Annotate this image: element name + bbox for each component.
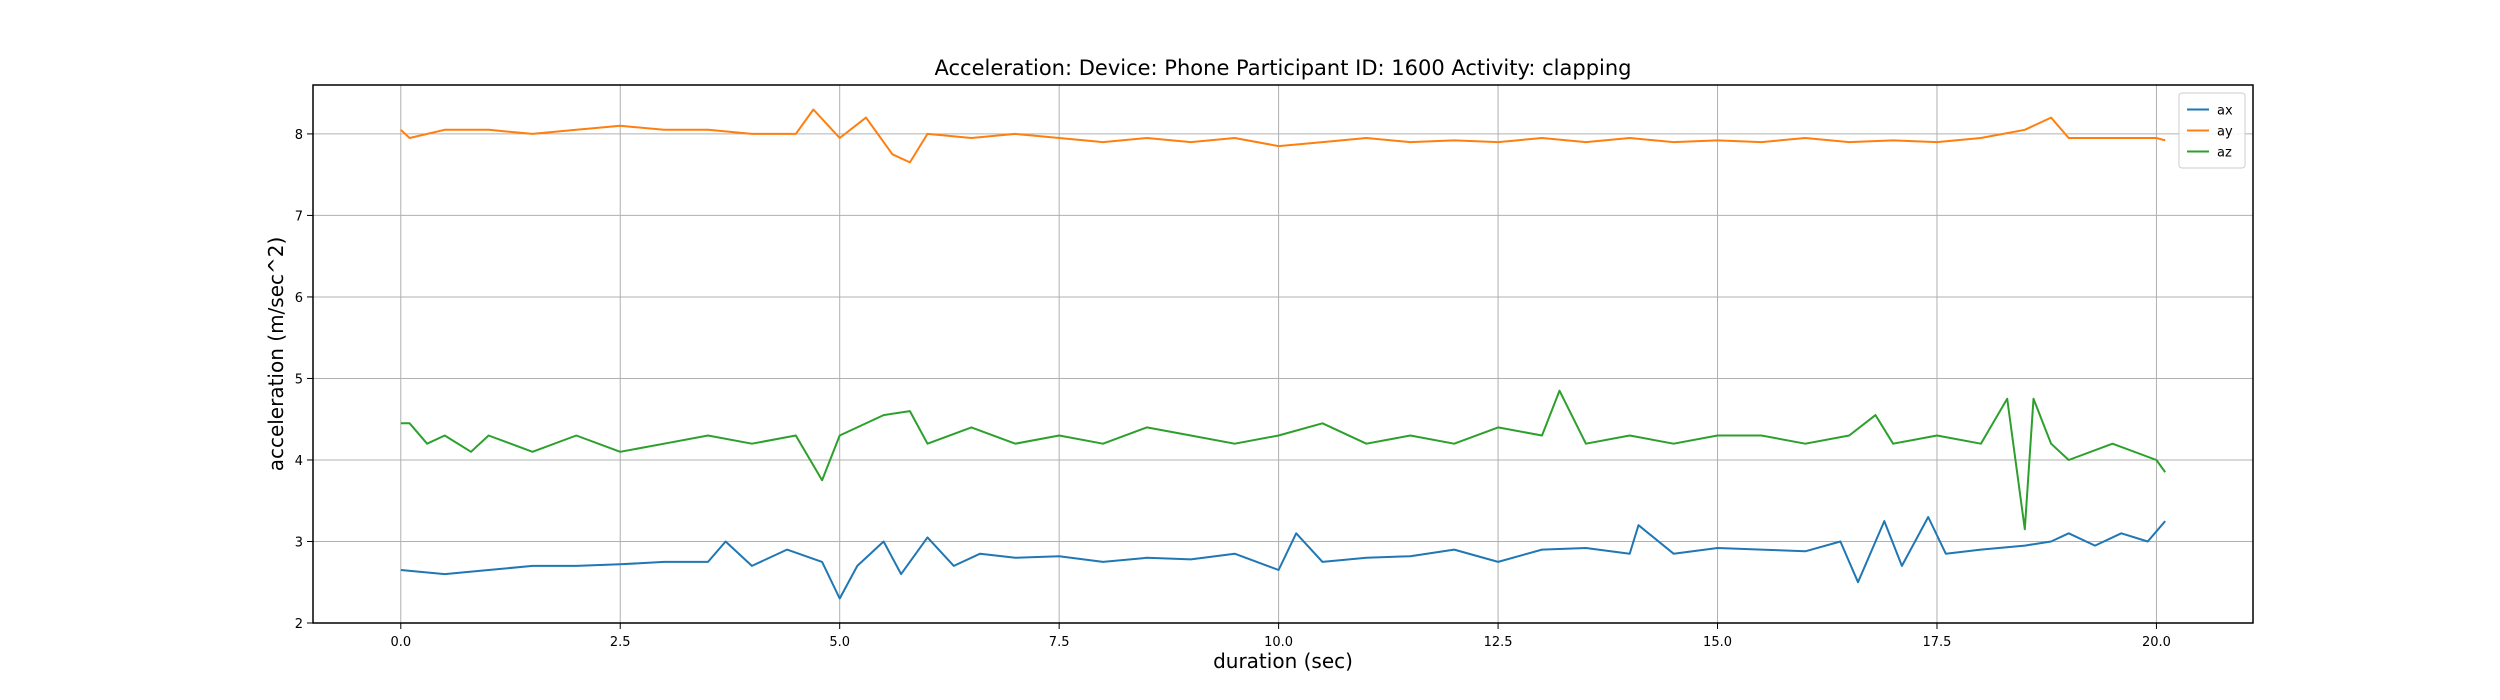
x-tick-label: 5.0 [829, 635, 850, 650]
x-tick-label: 17.5 [1923, 635, 1952, 650]
x-tick-label: 2.5 [610, 635, 631, 650]
legend-box [2178, 92, 2246, 169]
series-line-az [400, 389, 2167, 531]
y-tick-label: 4 [295, 454, 303, 469]
y-tick-label: 5 [295, 372, 303, 387]
y-tick-label: 7 [295, 209, 303, 224]
chart-title: Acceleration: Device: Phone Participant … [935, 56, 1632, 80]
legend: ax ay az [2178, 92, 2246, 169]
x-tick-label: 20.0 [2142, 635, 2171, 650]
y-axis-ticks: 2 3 4 5 6 7 8 [295, 128, 313, 632]
series-layer [400, 108, 2167, 600]
x-tick-label: 15.0 [1703, 635, 1732, 650]
x-axis-ticks: 0.0 2.5 5.0 7.5 10.0 12.5 15.0 17.5 20.0 [390, 623, 2171, 650]
plot-frame [312, 84, 2254, 624]
series-line-ax [400, 516, 2166, 600]
y-tick-label: 8 [295, 128, 303, 143]
x-tick-label: 0.0 [390, 635, 411, 650]
y-tick-label: 2 [295, 617, 303, 632]
x-tick-label: 10.0 [1264, 635, 1293, 650]
x-axis-label: duration (sec) [1213, 649, 1353, 673]
legend-label-ax: ax [2217, 104, 2233, 119]
y-tick-label: 3 [295, 535, 303, 550]
grid [313, 85, 2253, 624]
y-tick-label: 6 [295, 291, 303, 306]
legend-label-az: az [2217, 146, 2232, 161]
x-tick-label: 7.5 [1049, 635, 1070, 650]
series-line-ay [400, 108, 2166, 164]
y-axis-label: acceleration (m/sec^2) [264, 237, 288, 472]
legend-label-ay: ay [2217, 125, 2233, 140]
x-tick-label: 12.5 [1484, 635, 1513, 650]
